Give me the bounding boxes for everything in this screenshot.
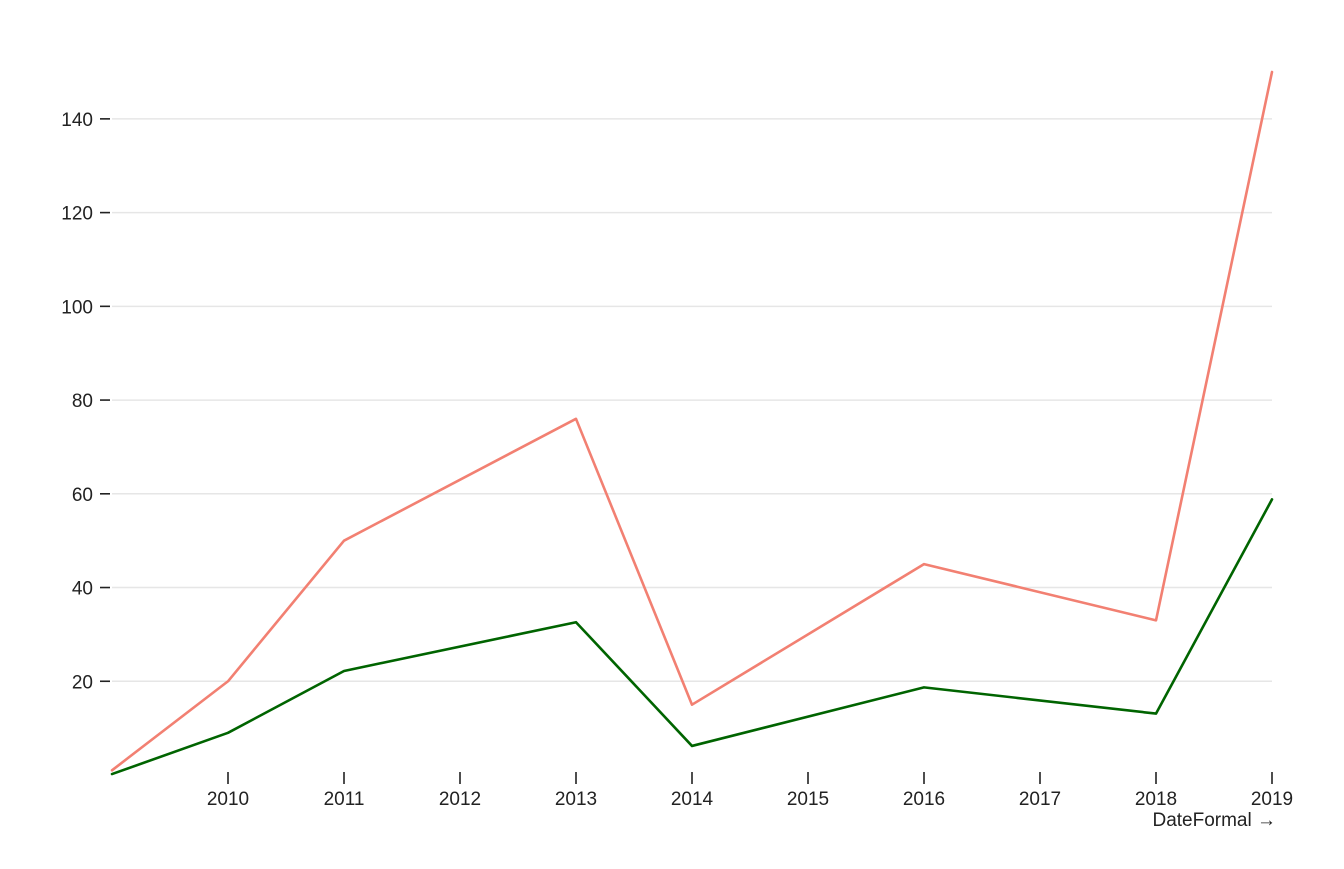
- series-line-2: [110, 498, 1274, 776]
- y-tick-label: 20: [72, 672, 93, 693]
- x-tick-label: 2014: [671, 789, 714, 810]
- y-tick-label: 80: [72, 391, 93, 412]
- x-tick-label: 2019: [1251, 789, 1293, 810]
- x-tick-label: 2013: [555, 789, 597, 810]
- x-axis: 2010 2011 2012 2013 2014 2015 2016 2017 2018 2019: [207, 772, 1293, 810]
- x-tick-label: 2011: [324, 789, 365, 810]
- x-axis-title: DateFormal →: [1152, 810, 1276, 831]
- x-tick-label: 2016: [903, 789, 945, 810]
- series-group: [110, 70, 1274, 776]
- x-tick-label: 2015: [787, 789, 829, 810]
- grid-lines: [112, 118, 1272, 683]
- y-tick-label: 40: [72, 579, 93, 600]
- x-tick-label: 2012: [439, 789, 481, 810]
- y-axis: 20 40 60 80 100 120 140: [61, 110, 110, 693]
- y-tick-label: 100: [61, 297, 93, 318]
- y-tick-label: 140: [61, 110, 93, 131]
- y-tick-label: 60: [72, 485, 93, 506]
- y-tick-label: 120: [61, 204, 93, 225]
- x-tick-label: 2010: [207, 789, 249, 810]
- x-tick-label: 2018: [1135, 789, 1177, 810]
- x-tick-label: 2017: [1019, 789, 1061, 810]
- series-line-1: [110, 70, 1274, 772]
